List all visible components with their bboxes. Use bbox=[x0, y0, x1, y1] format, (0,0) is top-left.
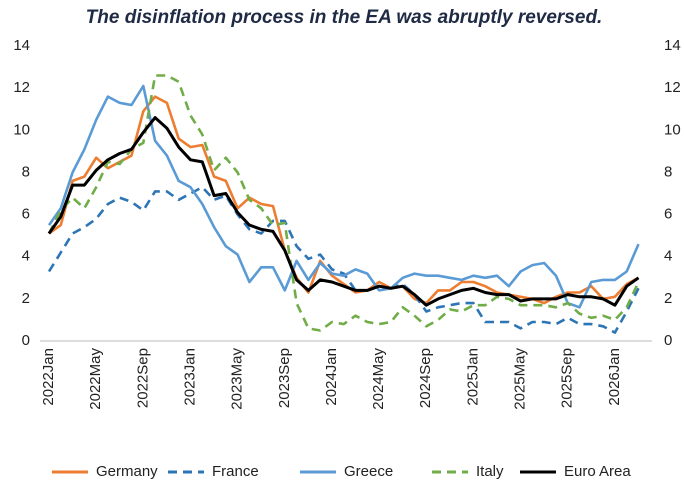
x-tick-label: 2022May bbox=[87, 348, 104, 410]
legend-label: Euro Area bbox=[564, 463, 631, 480]
y-tick-label: 8 bbox=[22, 163, 30, 180]
legend-label: Greece bbox=[344, 463, 393, 480]
y2-tick-label: 8 bbox=[664, 163, 672, 180]
series-line bbox=[47, 74, 640, 332]
legend-label: France bbox=[212, 463, 259, 480]
series-line bbox=[47, 84, 640, 309]
series-line bbox=[47, 185, 640, 334]
y-tick-label: 14 bbox=[13, 37, 30, 54]
x-tick-label: 2023Sep bbox=[276, 348, 293, 408]
y2-tick-label: 10 bbox=[664, 121, 681, 138]
x-tick-label: 2024Sep bbox=[417, 348, 434, 408]
x-tick-label: 2024May bbox=[370, 348, 387, 410]
y-tick-label: 4 bbox=[22, 248, 30, 265]
y-tick-label: 12 bbox=[13, 79, 30, 96]
y-tick-label: 10 bbox=[13, 121, 30, 138]
x-tick-label: 2025Jan bbox=[464, 348, 481, 406]
legend-label: Germany bbox=[96, 463, 158, 480]
y-tick-label: 6 bbox=[22, 206, 30, 223]
y2-tick-label: 2 bbox=[664, 290, 672, 307]
legend-label: Italy bbox=[476, 463, 504, 480]
x-tick-label: 2022Jan bbox=[40, 348, 57, 406]
y2-tick-label: 6 bbox=[664, 206, 672, 223]
series-line bbox=[47, 116, 640, 307]
x-tick-label: 2023Jan bbox=[181, 348, 198, 406]
y-tick-label: 2 bbox=[22, 290, 30, 307]
y2-tick-label: 14 bbox=[664, 37, 681, 54]
series-line bbox=[48, 95, 640, 305]
x-tick-label: 2025Sep bbox=[559, 348, 576, 408]
x-tick-label: 2023May bbox=[229, 348, 246, 410]
x-tick-label: 2026Jan bbox=[606, 348, 623, 406]
y-tick-label: 0 bbox=[22, 332, 30, 349]
x-tick-label: 2024Jan bbox=[323, 348, 340, 406]
x-tick-label: 2025May bbox=[512, 348, 529, 410]
y2-tick-label: 12 bbox=[664, 79, 681, 96]
y2-tick-label: 0 bbox=[664, 332, 672, 349]
y2-tick-label: 4 bbox=[664, 248, 672, 265]
x-tick-label: 2022Sep bbox=[134, 348, 151, 408]
chart-title: The disinflation process in the EA was a… bbox=[86, 7, 603, 28]
